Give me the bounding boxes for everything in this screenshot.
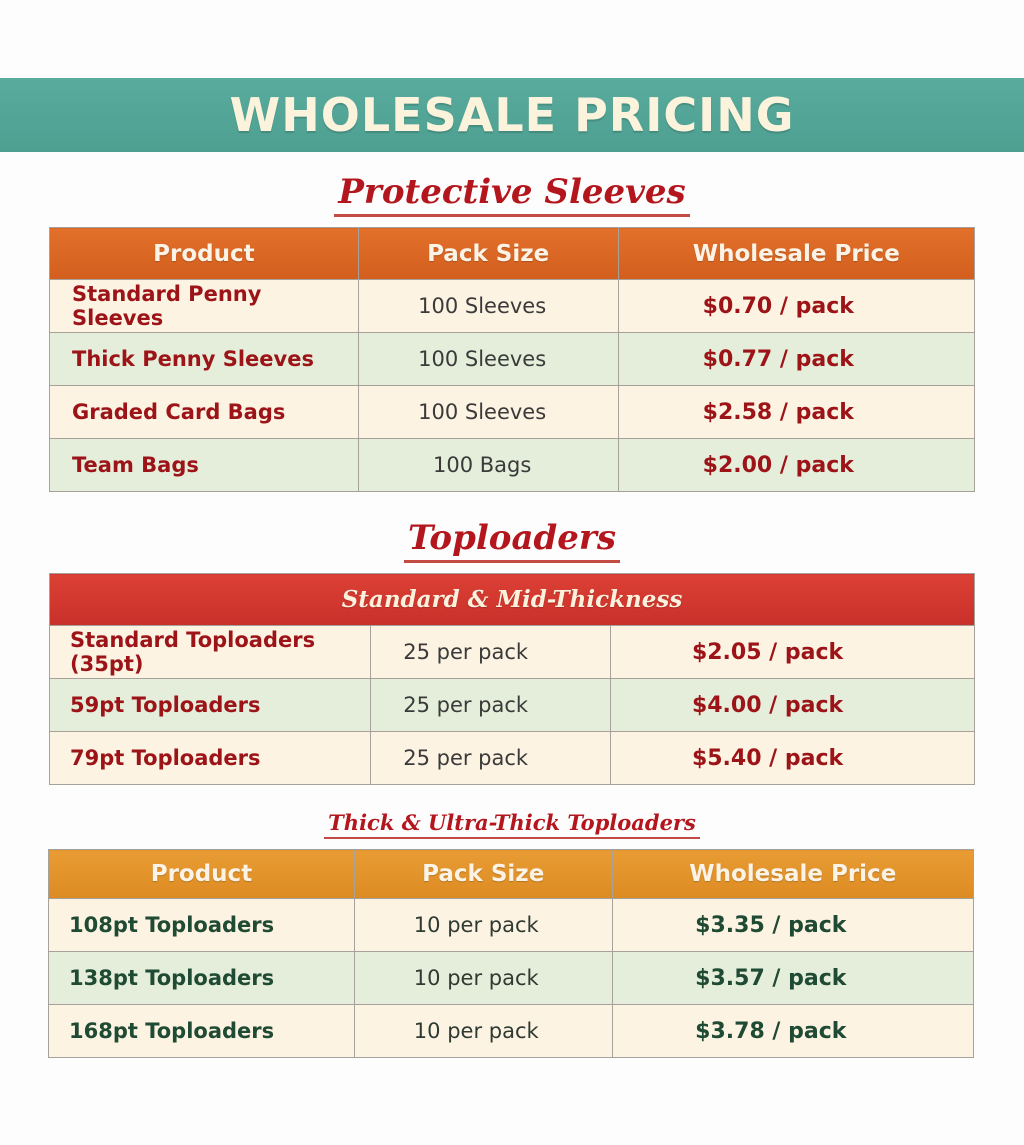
header-banner: WHOLESALE PRICING [0,78,1024,152]
price-cell: $3.78 / pack [611,1004,975,1058]
pack-size-cell: 25 per pack [370,678,612,732]
product-cell: 168pt Toploaders [48,1004,355,1058]
product-cell: Thick Penny Sleeves [49,332,359,386]
product-cell: Team Bags [49,438,359,492]
table-row: Team Bags 100 Bags $2.00 / pack [49,438,976,492]
price-cell: $2.00 / pack [617,438,976,492]
price-cell: $3.57 / pack [611,951,975,1005]
standard-toploaders-table: Standard & Mid-Thickness Standard Toploa… [48,573,975,785]
price-cell: $5.40 / pack [610,731,975,785]
price-cell: $0.77 / pack [617,332,976,386]
table-row: Standard Toploaders (35pt) 25 per pack $… [48,625,975,679]
product-cell: 79pt Toploaders [48,731,372,785]
product-cell: 59pt Toploaders [48,678,372,732]
table-row: 79pt Toploaders 25 per pack $5.40 / pack [48,731,975,785]
protective-sleeves-title: Protective Sleeves [334,172,690,217]
table-header-row: Product Pack Size Wholesale Price [48,849,975,899]
column-header-wholesale-price: Wholesale Price [617,227,976,280]
table-row: 138pt Toploaders 10 per pack $3.57 / pac… [48,951,975,1005]
product-cell: 138pt Toploaders [48,951,355,1005]
pack-size-cell: 10 per pack [353,951,613,1005]
thick-toploaders-title: Thick & Ultra-Thick Toploaders [324,810,700,839]
toploaders-title: Toploaders [404,518,620,563]
column-header-pack-size: Pack Size [357,227,619,280]
table-row: Standard Penny Sleeves 100 Sleeves $0.70… [49,279,976,333]
price-cell: $2.58 / pack [617,385,976,439]
price-cell: $2.05 / pack [610,625,975,679]
pack-size-cell: 100 Sleeves [357,332,619,386]
pack-size-cell: 25 per pack [370,731,612,785]
table-header-row: Product Pack Size Wholesale Price [49,227,976,280]
thick-toploaders-table: Product Pack Size Wholesale Price 108pt … [48,849,975,1058]
column-header-wholesale-price: Wholesale Price [611,849,975,899]
product-cell: Standard Penny Sleeves [49,279,359,333]
pack-size-cell: 100 Bags [357,438,619,492]
section-title-protective-sleeves: Protective Sleeves [0,172,1024,217]
price-cell: $3.35 / pack [611,898,975,952]
table-header-row: Standard & Mid-Thickness [49,573,975,626]
table-row: 108pt Toploaders 10 per pack $3.35 / pac… [48,898,975,952]
pack-size-cell: 10 per pack [353,898,613,952]
table-row: Graded Card Bags 100 Sleeves $2.58 / pac… [49,385,976,439]
subsection-header-standard: Standard & Mid-Thickness [49,573,975,626]
table-row: 59pt Toploaders 25 per pack $4.00 / pack [48,678,975,732]
pack-size-cell: 100 Sleeves [357,385,619,439]
column-header-product: Product [49,227,359,280]
section-title-toploaders: Toploaders [0,518,1024,563]
product-cell: 108pt Toploaders [48,898,355,952]
section-title-thick-toploaders: Thick & Ultra-Thick Toploaders [0,810,1024,839]
pack-size-cell: 25 per pack [370,625,612,679]
pack-size-cell: 100 Sleeves [357,279,619,333]
protective-sleeves-table: Product Pack Size Wholesale Price Standa… [49,227,976,492]
pack-size-cell: 10 per pack [353,1004,613,1058]
table-row: 168pt Toploaders 10 per pack $3.78 / pac… [48,1004,975,1058]
column-header-pack-size: Pack Size [353,849,613,899]
table-row: Thick Penny Sleeves 100 Sleeves $0.77 / … [49,332,976,386]
column-header-product: Product [48,849,355,899]
price-cell: $4.00 / pack [610,678,975,732]
product-cell: Graded Card Bags [49,385,359,439]
page-title: WHOLESALE PRICING [229,88,795,142]
price-cell: $0.70 / pack [617,279,976,333]
product-cell: Standard Toploaders (35pt) [48,625,372,679]
